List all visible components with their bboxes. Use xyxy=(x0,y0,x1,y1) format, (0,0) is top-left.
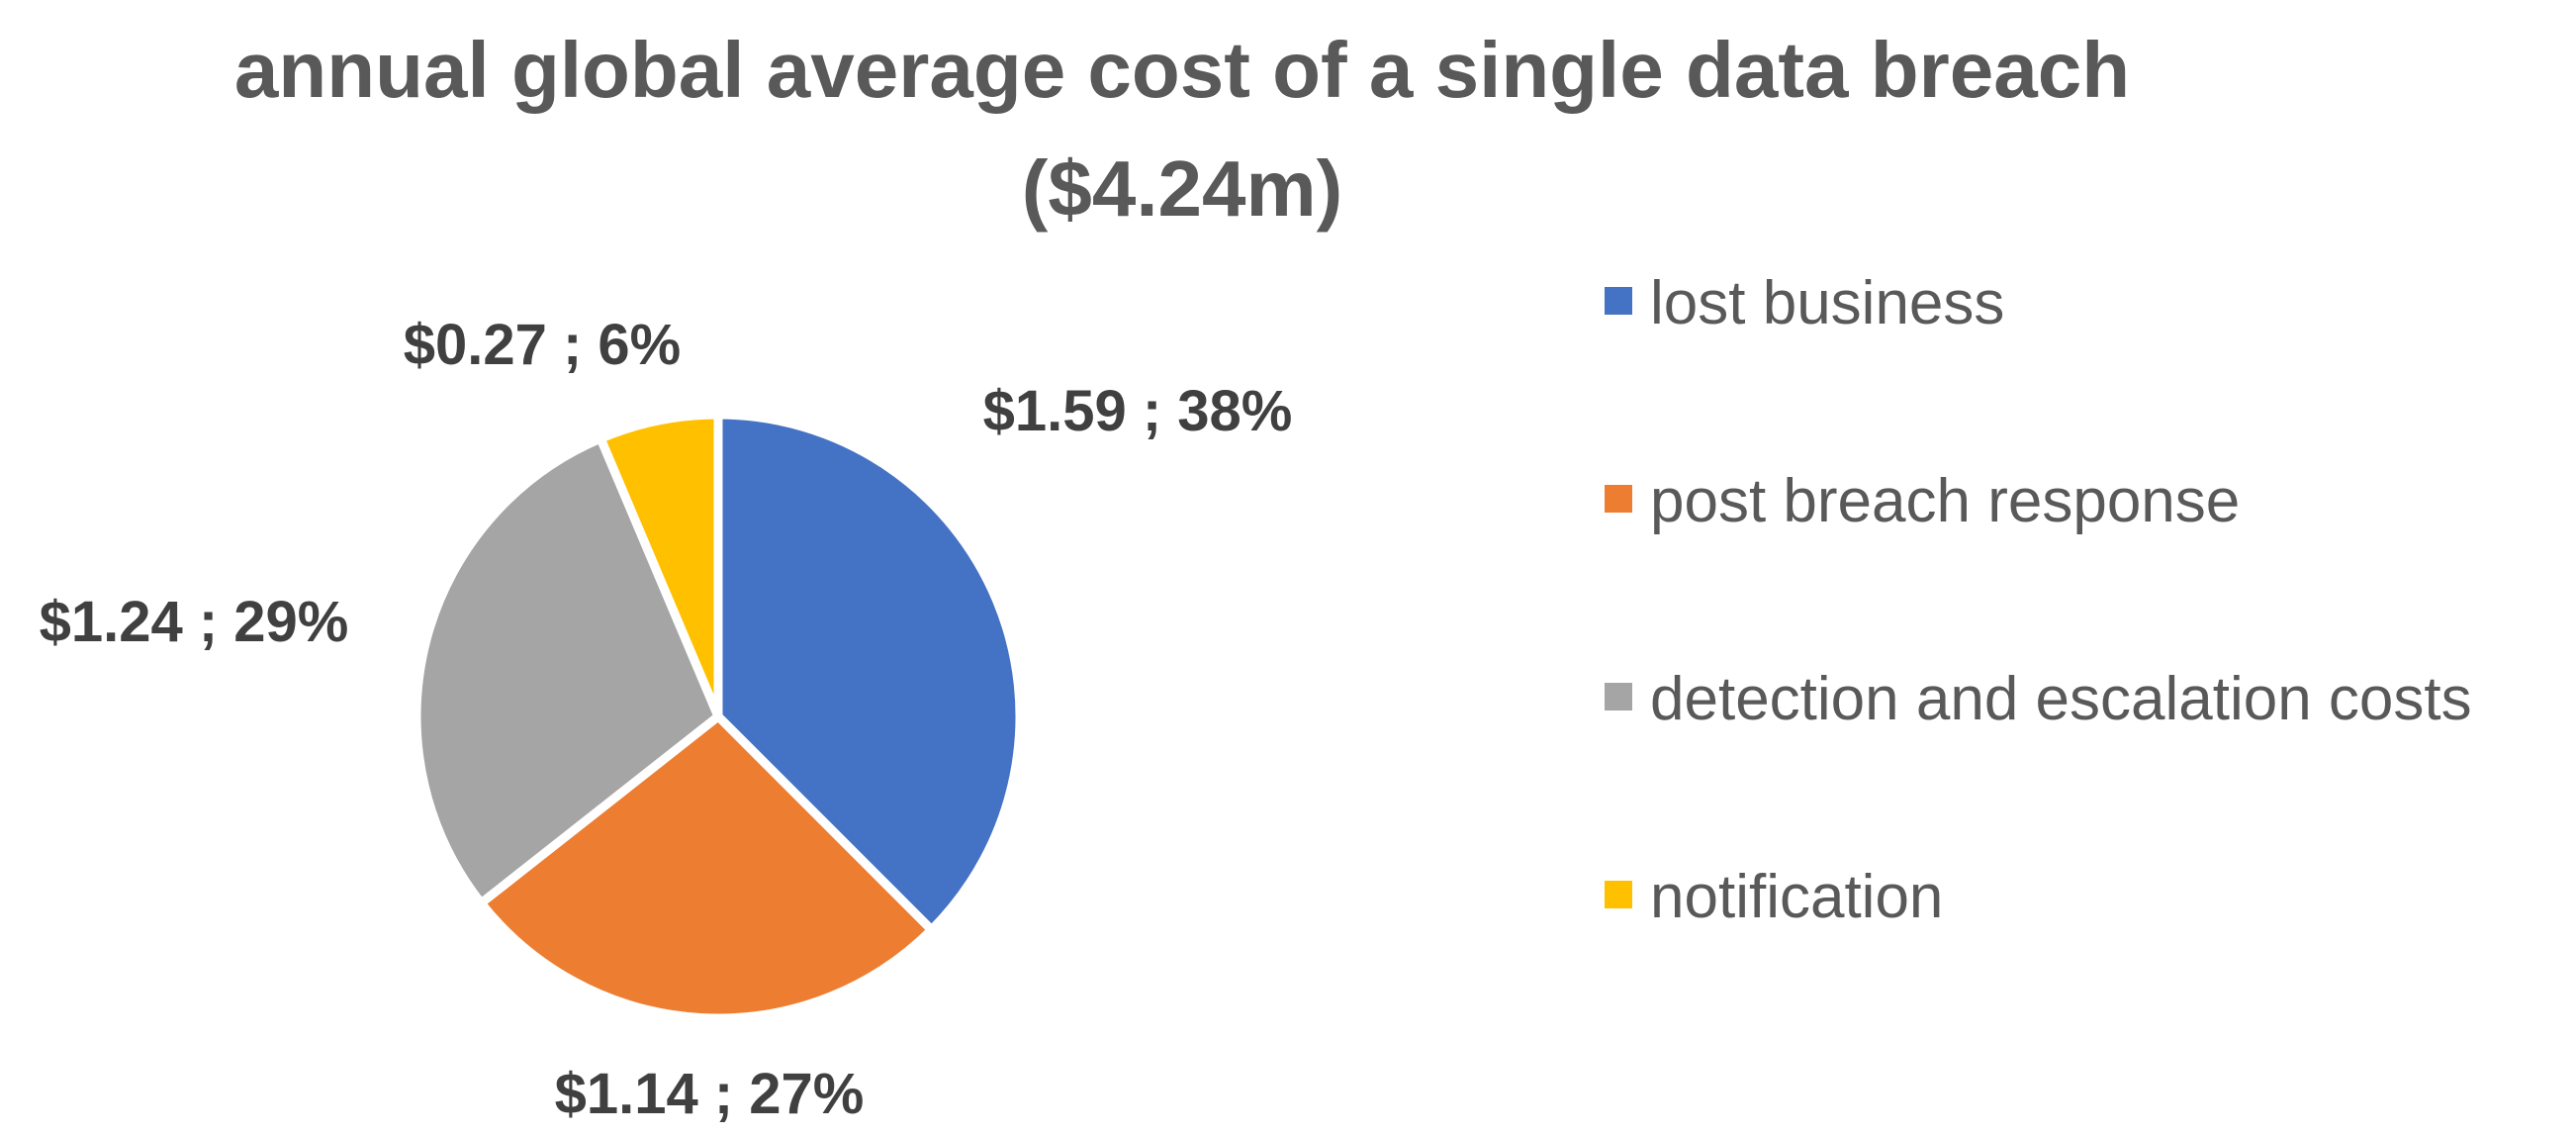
pie-slice-detection-and-escalation-costs xyxy=(412,433,723,908)
chart-title-line-1: annual global average cost of a single d… xyxy=(234,26,2130,114)
legend-swatch-detection-and-escalation-costs xyxy=(1605,683,1632,710)
pie-slice-post-breach-response xyxy=(476,711,937,1023)
data-label-lost-business: $1.59 ; 38% xyxy=(983,379,1293,443)
legend-swatch-lost-business xyxy=(1605,287,1632,315)
data-labels: $1.59 ; 38% $1.14 ; 27% $1.24 ; 29% $0.2… xyxy=(40,313,1293,1126)
legend-swatch-post-breach-response xyxy=(1605,485,1632,513)
legend: lost business post breach response detec… xyxy=(1605,269,2472,931)
legend-swatch-notification xyxy=(1605,881,1632,908)
legend-item-lost-business: lost business xyxy=(1605,269,2004,337)
data-label-post-breach-response: $1.14 ; 27% xyxy=(555,1062,865,1126)
data-label-detection-and-escalation-costs: $1.24 ; 29% xyxy=(40,590,349,654)
chart-title-line-2: ($4.24m) xyxy=(1022,144,1343,233)
pie-slice-notification xyxy=(596,410,723,721)
legend-label-post-breach-response: post breach response xyxy=(1650,467,2240,535)
legend-label-lost-business: lost business xyxy=(1650,269,2004,337)
legend-item-detection-and-escalation-costs: detection and escalation costs xyxy=(1605,665,2472,733)
legend-item-notification: notification xyxy=(1605,863,1943,931)
data-label-notification: $0.27 ; 6% xyxy=(404,313,682,377)
legend-label-notification: notification xyxy=(1650,863,1943,931)
pie-slice-lost-business xyxy=(713,410,1025,935)
legend-item-post-breach-response: post breach response xyxy=(1605,467,2240,535)
pie-slices xyxy=(412,410,1025,1023)
legend-label-detection-and-escalation-costs: detection and escalation costs xyxy=(1650,665,2472,733)
